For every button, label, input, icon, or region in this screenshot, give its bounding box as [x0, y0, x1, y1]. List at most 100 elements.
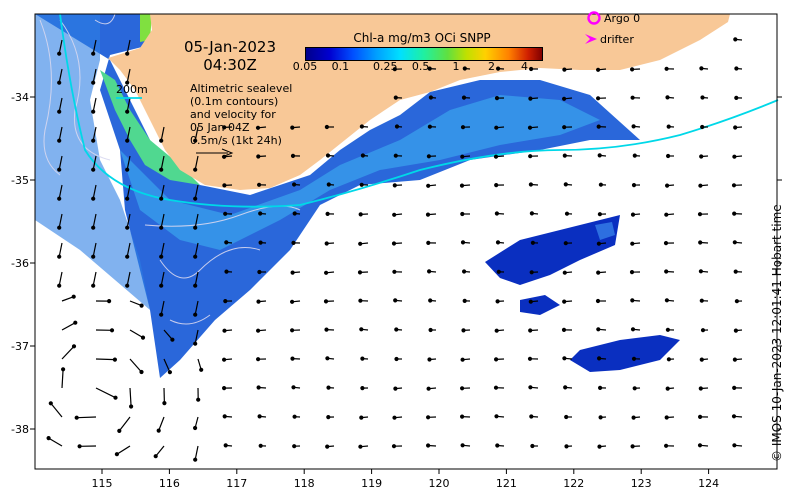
velocity-vector [160, 155, 165, 170]
velocity-vector-head [57, 167, 62, 172]
velocity-vector-head [91, 51, 96, 56]
velocity-vector-head [631, 183, 637, 188]
y-tick-label: -37 [11, 340, 29, 353]
velocity-vector-head [664, 66, 669, 71]
velocity-vector-head [494, 183, 499, 188]
argo-legend-label: Argo 0 [604, 12, 641, 25]
velocity-vector-head [359, 415, 364, 420]
velocity-vector-head [57, 283, 62, 288]
velocity-vector-head [734, 66, 739, 71]
time-label: 04:30Z [203, 56, 257, 74]
velocity-vector-head [393, 95, 398, 100]
velocity-vector-head [630, 298, 635, 303]
velocity-vector-head [596, 67, 601, 72]
velocity-vector-head [162, 401, 167, 406]
velocity-vector-head [631, 356, 637, 361]
velocity-vector-head [359, 327, 364, 332]
velocity-vector [92, 242, 97, 257]
velocity-vector-head [664, 298, 670, 303]
velocity-vector [95, 358, 115, 361]
velocity-vector [95, 387, 116, 399]
velocity-vector-head [562, 299, 567, 304]
velocity-vector-head [256, 328, 261, 333]
velocity-vector-head [394, 356, 399, 362]
velocity-vector-head [324, 124, 329, 130]
velocity-vector-head [698, 269, 704, 274]
velocity-vector-head [598, 415, 603, 420]
velocity-vector-head [159, 196, 164, 201]
velocity-vector-head [393, 386, 398, 391]
velocity-vector-head [664, 415, 669, 420]
velocity-vector-head [563, 385, 568, 390]
velocity-vector [61, 322, 76, 331]
velocity-vector [58, 68, 63, 83]
velocity-vector [160, 184, 165, 199]
velocity-vector-head [426, 386, 431, 391]
velocity-vector-head [193, 425, 198, 431]
velocity-vector-head [459, 183, 465, 188]
velocity-vector-head [631, 124, 636, 129]
velocity-vector-head [107, 299, 112, 304]
velocity-vector-head [562, 153, 567, 158]
velocity-vector-head [71, 344, 77, 349]
velocity-vector-head [530, 443, 535, 449]
velocity-vector-head [493, 154, 499, 159]
velocity-vector-head [193, 225, 198, 230]
velocity-vector-head [563, 182, 568, 187]
velocity-vector-head [258, 443, 263, 448]
velocity-vector-head [193, 283, 198, 288]
velocity-vector-head [596, 327, 601, 332]
velocity-vector-head [632, 153, 637, 158]
velocity-vector-head [630, 241, 635, 246]
x-tick-label: 121 [496, 477, 517, 490]
x-tick-label: 120 [429, 477, 450, 490]
velocity-vector-head [664, 212, 669, 217]
velocity-vector-head [394, 124, 400, 129]
velocity-vector [194, 126, 199, 141]
velocity-vector-head [193, 138, 198, 143]
velocity-vector-head [193, 254, 198, 259]
velocity-vector-head [732, 357, 738, 362]
velocity-vector [126, 242, 131, 257]
colorbar-tick-label: 1 [452, 60, 460, 73]
velocity-vector [116, 445, 131, 455]
velocity-vector-head [665, 95, 670, 100]
velocity-vector-head [529, 211, 535, 216]
velocity-vector-head [462, 298, 467, 303]
velocity-vector [118, 416, 131, 432]
velocity-vector-head [222, 357, 227, 362]
velocity-vector-head [167, 370, 172, 375]
velocity-vector-head [630, 212, 636, 217]
velocity-vector-head [563, 241, 568, 246]
y-axis: -34 -35 -36 -37 -38 [11, 91, 782, 436]
velocity-vector-head [199, 367, 204, 372]
velocity-vector-head [222, 328, 227, 333]
velocity-vector-head [733, 37, 738, 42]
velocity-vector-head [460, 357, 465, 362]
velocity-vector [58, 242, 63, 257]
velocity-vector-head [291, 240, 296, 245]
velocity-vector-head [428, 327, 433, 333]
velocity-vector [194, 242, 199, 257]
velocity-vector-head [699, 298, 704, 303]
velocity-vector-head [193, 457, 198, 462]
velocity-vector-head [74, 415, 79, 420]
velocity-vector-head [48, 401, 53, 406]
velocity-vector-head [324, 241, 329, 246]
velocity-vector-head [139, 303, 144, 308]
velocity-vector-head [193, 167, 198, 172]
velocity-vector-head [392, 183, 397, 188]
velocity-vector-head [91, 80, 96, 85]
velocity-vector-head [666, 153, 671, 159]
velocity-vector-head [193, 341, 198, 346]
velocity-vector-head [393, 153, 398, 158]
velocity-vector-head [117, 428, 122, 433]
velocity-vector [160, 271, 165, 286]
velocity-vector-head [732, 240, 737, 245]
y-tick-label: -35 [11, 174, 29, 187]
velocity-vector-head [292, 211, 297, 216]
velocity-vector-head [358, 444, 363, 449]
drifter-icon [585, 34, 597, 44]
velocity-vector-head [291, 385, 296, 390]
